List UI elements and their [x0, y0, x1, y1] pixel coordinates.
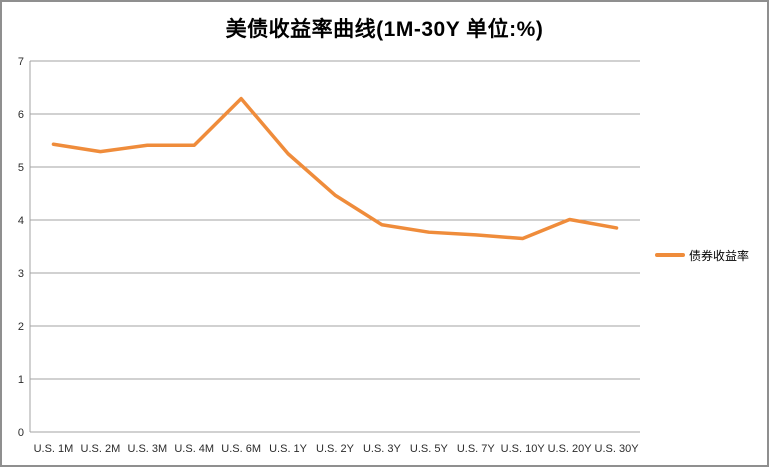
x-axis-label: U.S. 7Y — [457, 443, 496, 455]
y-axis-label: 3 — [18, 268, 24, 280]
chart-title: 美债收益率曲线(1M-30Y 单位:%) — [225, 18, 544, 41]
x-axis-label: U.S. 2M — [81, 443, 121, 455]
y-axis-label: 4 — [18, 215, 24, 227]
x-axis-label: U.S. 30Y — [595, 443, 640, 455]
x-axis-label: U.S. 1Y — [269, 443, 308, 455]
legend-label: 债券收益率 — [689, 248, 750, 263]
x-axis-label: U.S. 6M — [221, 443, 261, 455]
x-axis-label: U.S. 2Y — [316, 443, 355, 455]
x-axis-label: U.S. 1M — [34, 443, 74, 455]
y-axis-label: 2 — [18, 321, 24, 333]
y-axis-label: 5 — [18, 162, 24, 174]
x-axis-label: U.S. 3M — [127, 443, 167, 455]
y-axis-label: 0 — [18, 427, 24, 439]
y-axis-label: 6 — [18, 109, 24, 121]
x-axis-label: U.S. 20Y — [548, 443, 593, 455]
x-axis-label: U.S. 3Y — [363, 443, 402, 455]
y-axis-label: 7 — [18, 56, 24, 68]
legend-line-swatch-icon — [655, 253, 685, 257]
yield-curve-series-line — [51, 96, 619, 241]
legend: 债券收益率 — [655, 247, 749, 263]
x-axis-label: U.S. 10Y — [501, 443, 546, 455]
y-axis-label: 1 — [18, 374, 24, 386]
x-axis-label: U.S. 4M — [174, 443, 214, 455]
x-axis-label: U.S. 5Y — [410, 443, 449, 455]
